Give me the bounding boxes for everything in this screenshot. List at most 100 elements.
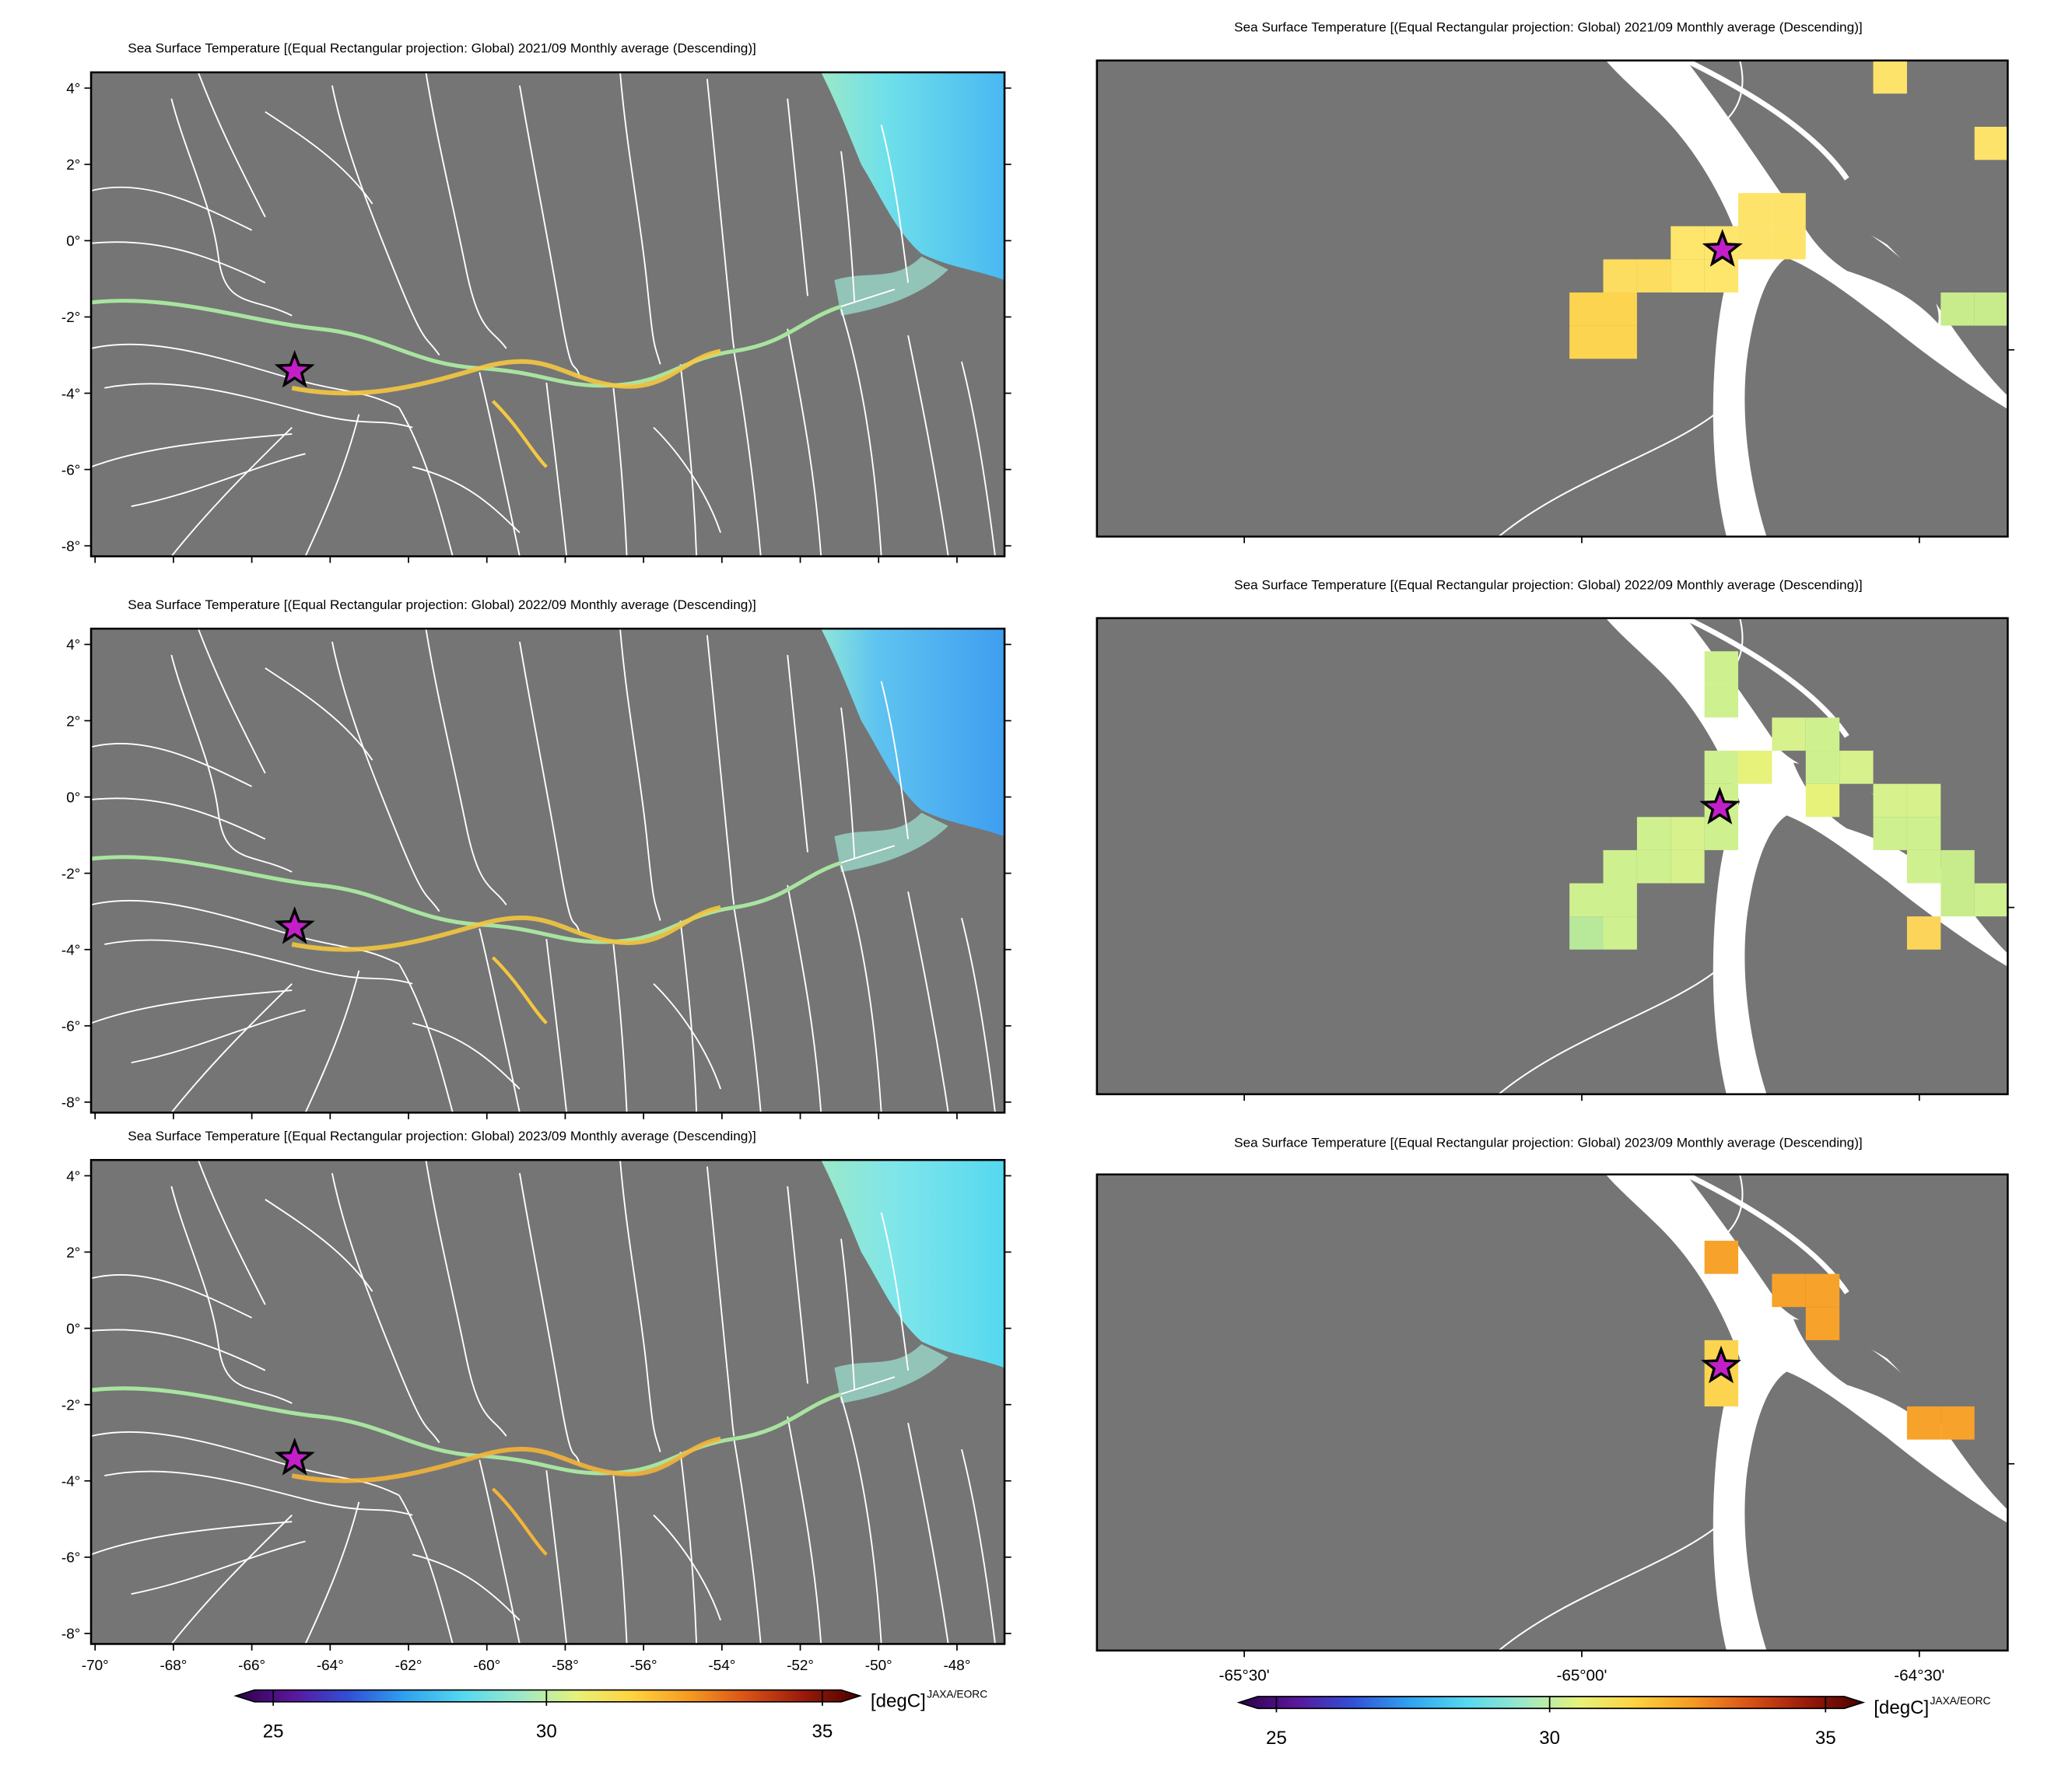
colorbar-bar bbox=[1236, 1696, 1866, 1710]
sst-pixel bbox=[1873, 817, 1907, 850]
sst-pixel bbox=[1906, 783, 1941, 818]
y-tick-label: -8° bbox=[61, 1626, 80, 1642]
x-tick-label: -66° bbox=[238, 1657, 265, 1673]
sst-pixel bbox=[1603, 883, 1637, 917]
x-tick-label: -52° bbox=[787, 1657, 814, 1673]
sst-pixel bbox=[1569, 883, 1604, 917]
colorbar-credit: JAXA/EORC bbox=[927, 1689, 987, 1700]
ocean-sst-area bbox=[821, 72, 1005, 281]
sst-pixel bbox=[1941, 849, 1975, 884]
sst-pixel bbox=[1603, 259, 1637, 293]
x-tick-label: -50° bbox=[865, 1657, 892, 1673]
zoom-map-2: Sea Surface Temperature [(Equal Rectangu… bbox=[1096, 578, 2014, 1101]
minor-stream bbox=[1498, 828, 1744, 1094]
y-tick-label: 4° bbox=[66, 80, 80, 96]
x-tick-label: -70° bbox=[82, 1657, 109, 1673]
tributary-sst bbox=[491, 956, 548, 1024]
y-tick-label: -6° bbox=[61, 1550, 80, 1566]
main-river-sst bbox=[91, 1386, 842, 1476]
river-island bbox=[1793, 205, 1939, 324]
colorbar-tick-label: 35 bbox=[812, 1721, 833, 1742]
location-star-icon bbox=[1699, 786, 1741, 825]
y-tick-label: -2° bbox=[61, 866, 80, 882]
sst-pixel bbox=[1974, 126, 2008, 160]
warm-floodplain-sst bbox=[291, 1436, 721, 1483]
warm-floodplain-sst bbox=[291, 905, 721, 952]
map-frame bbox=[89, 1158, 1006, 1645]
y-tick-label: 2° bbox=[66, 713, 80, 729]
overview-map-2: Sea Surface Temperature [(Equal Rectangu… bbox=[61, 597, 1011, 1119]
main-river-sst bbox=[91, 855, 842, 944]
colorbar-bar bbox=[233, 1689, 862, 1703]
sst-pixel bbox=[1906, 817, 1941, 850]
y-tick-label: -8° bbox=[61, 538, 80, 555]
map-frame bbox=[1096, 617, 2009, 1095]
sst-pixel bbox=[1805, 717, 1840, 751]
x-tick-label: -64° bbox=[317, 1657, 344, 1673]
minor-stream bbox=[1498, 271, 1744, 537]
y-tick-label: -4° bbox=[61, 942, 80, 958]
sst-pixel bbox=[1805, 1273, 1840, 1308]
y-tick-label: 2° bbox=[66, 1244, 80, 1260]
sst-pixel bbox=[1738, 193, 1772, 226]
ocean-sst-area bbox=[821, 629, 1005, 837]
sst-pixel bbox=[1772, 193, 1806, 226]
panel-title: Sea Surface Temperature [(Equal Rectangu… bbox=[1234, 20, 1863, 35]
sst-pixel bbox=[1704, 1373, 1739, 1407]
sst-pixel bbox=[1941, 883, 1975, 917]
side-channel bbox=[1685, 60, 1849, 180]
colorbar-unit: [degC] bbox=[1874, 1697, 1929, 1718]
x-tick-label: -65°30' bbox=[1219, 1667, 1270, 1685]
colorbar-tick-label: 25 bbox=[263, 1721, 284, 1742]
sst-pixel bbox=[1738, 226, 1772, 260]
sst-pixel bbox=[1873, 783, 1907, 818]
y-tick-label: -8° bbox=[61, 1094, 80, 1111]
y-tick-label: 4° bbox=[66, 1168, 80, 1184]
map-content bbox=[91, 629, 1005, 1113]
x-tick-label: -68° bbox=[160, 1657, 187, 1673]
panel-title: Sea Surface Temperature [(Equal Rectangu… bbox=[128, 41, 756, 56]
sst-pixel bbox=[1671, 817, 1705, 850]
sst-pixel bbox=[1772, 717, 1806, 751]
location-star-icon bbox=[1700, 1345, 1742, 1384]
x-tick-label: -54° bbox=[708, 1657, 735, 1673]
y-tick-label: 2° bbox=[66, 156, 80, 173]
sst-pixel bbox=[1603, 916, 1637, 950]
sst-pixel bbox=[1603, 292, 1637, 326]
x-tick-label: -64°30' bbox=[1894, 1667, 1944, 1685]
sst-pixel bbox=[1974, 292, 2008, 326]
sst-pixel bbox=[1704, 1241, 1739, 1274]
y-tick-label: 0° bbox=[66, 789, 80, 805]
colorbar-left: 25 30 35 [degC] JAXA/EORC bbox=[233, 1689, 987, 1742]
minor-stream bbox=[1726, 1174, 1744, 1234]
sst-pixel bbox=[1603, 849, 1637, 884]
panel-title: Sea Surface Temperature [(Equal Rectangu… bbox=[1234, 1135, 1863, 1150]
zoom-content bbox=[1096, 1174, 2008, 1651]
colorbar-tick-label: 25 bbox=[1266, 1728, 1287, 1749]
ocean-sst-area bbox=[821, 1160, 1005, 1368]
colorbar-tick-label: 35 bbox=[1815, 1728, 1836, 1749]
sst-pixel bbox=[1941, 1406, 1975, 1440]
sst-pixel bbox=[1873, 60, 1907, 94]
sst-pixel bbox=[1738, 751, 1772, 784]
panel-title: Sea Surface Temperature [(Equal Rectangu… bbox=[1234, 578, 1863, 593]
colorbar-tick-label: 30 bbox=[1539, 1728, 1560, 1749]
warm-floodplain-sst bbox=[291, 348, 721, 396]
tributary-sst bbox=[491, 1487, 548, 1556]
y-tick-label: -6° bbox=[61, 1018, 80, 1035]
main-river-sst bbox=[91, 299, 842, 388]
sst-pixel bbox=[1671, 259, 1705, 293]
overview-map-3: Sea Surface Temperature [(Equal Rectangu… bbox=[61, 1129, 1011, 1673]
y-tick-label: -2° bbox=[61, 1397, 80, 1413]
x-tick-label: -60° bbox=[473, 1657, 500, 1673]
sst-pixel bbox=[1704, 651, 1739, 685]
map-frame bbox=[89, 627, 1006, 1114]
colorbar-credit: JAXA/EORC bbox=[1930, 1695, 1991, 1707]
y-tick-label: 4° bbox=[66, 636, 80, 653]
location-star-icon bbox=[274, 906, 315, 944]
sst-pixel bbox=[1906, 916, 1941, 950]
zoom-content bbox=[1096, 60, 2008, 537]
y-tick-label: 0° bbox=[66, 233, 80, 249]
y-tick-label: -4° bbox=[61, 385, 80, 401]
